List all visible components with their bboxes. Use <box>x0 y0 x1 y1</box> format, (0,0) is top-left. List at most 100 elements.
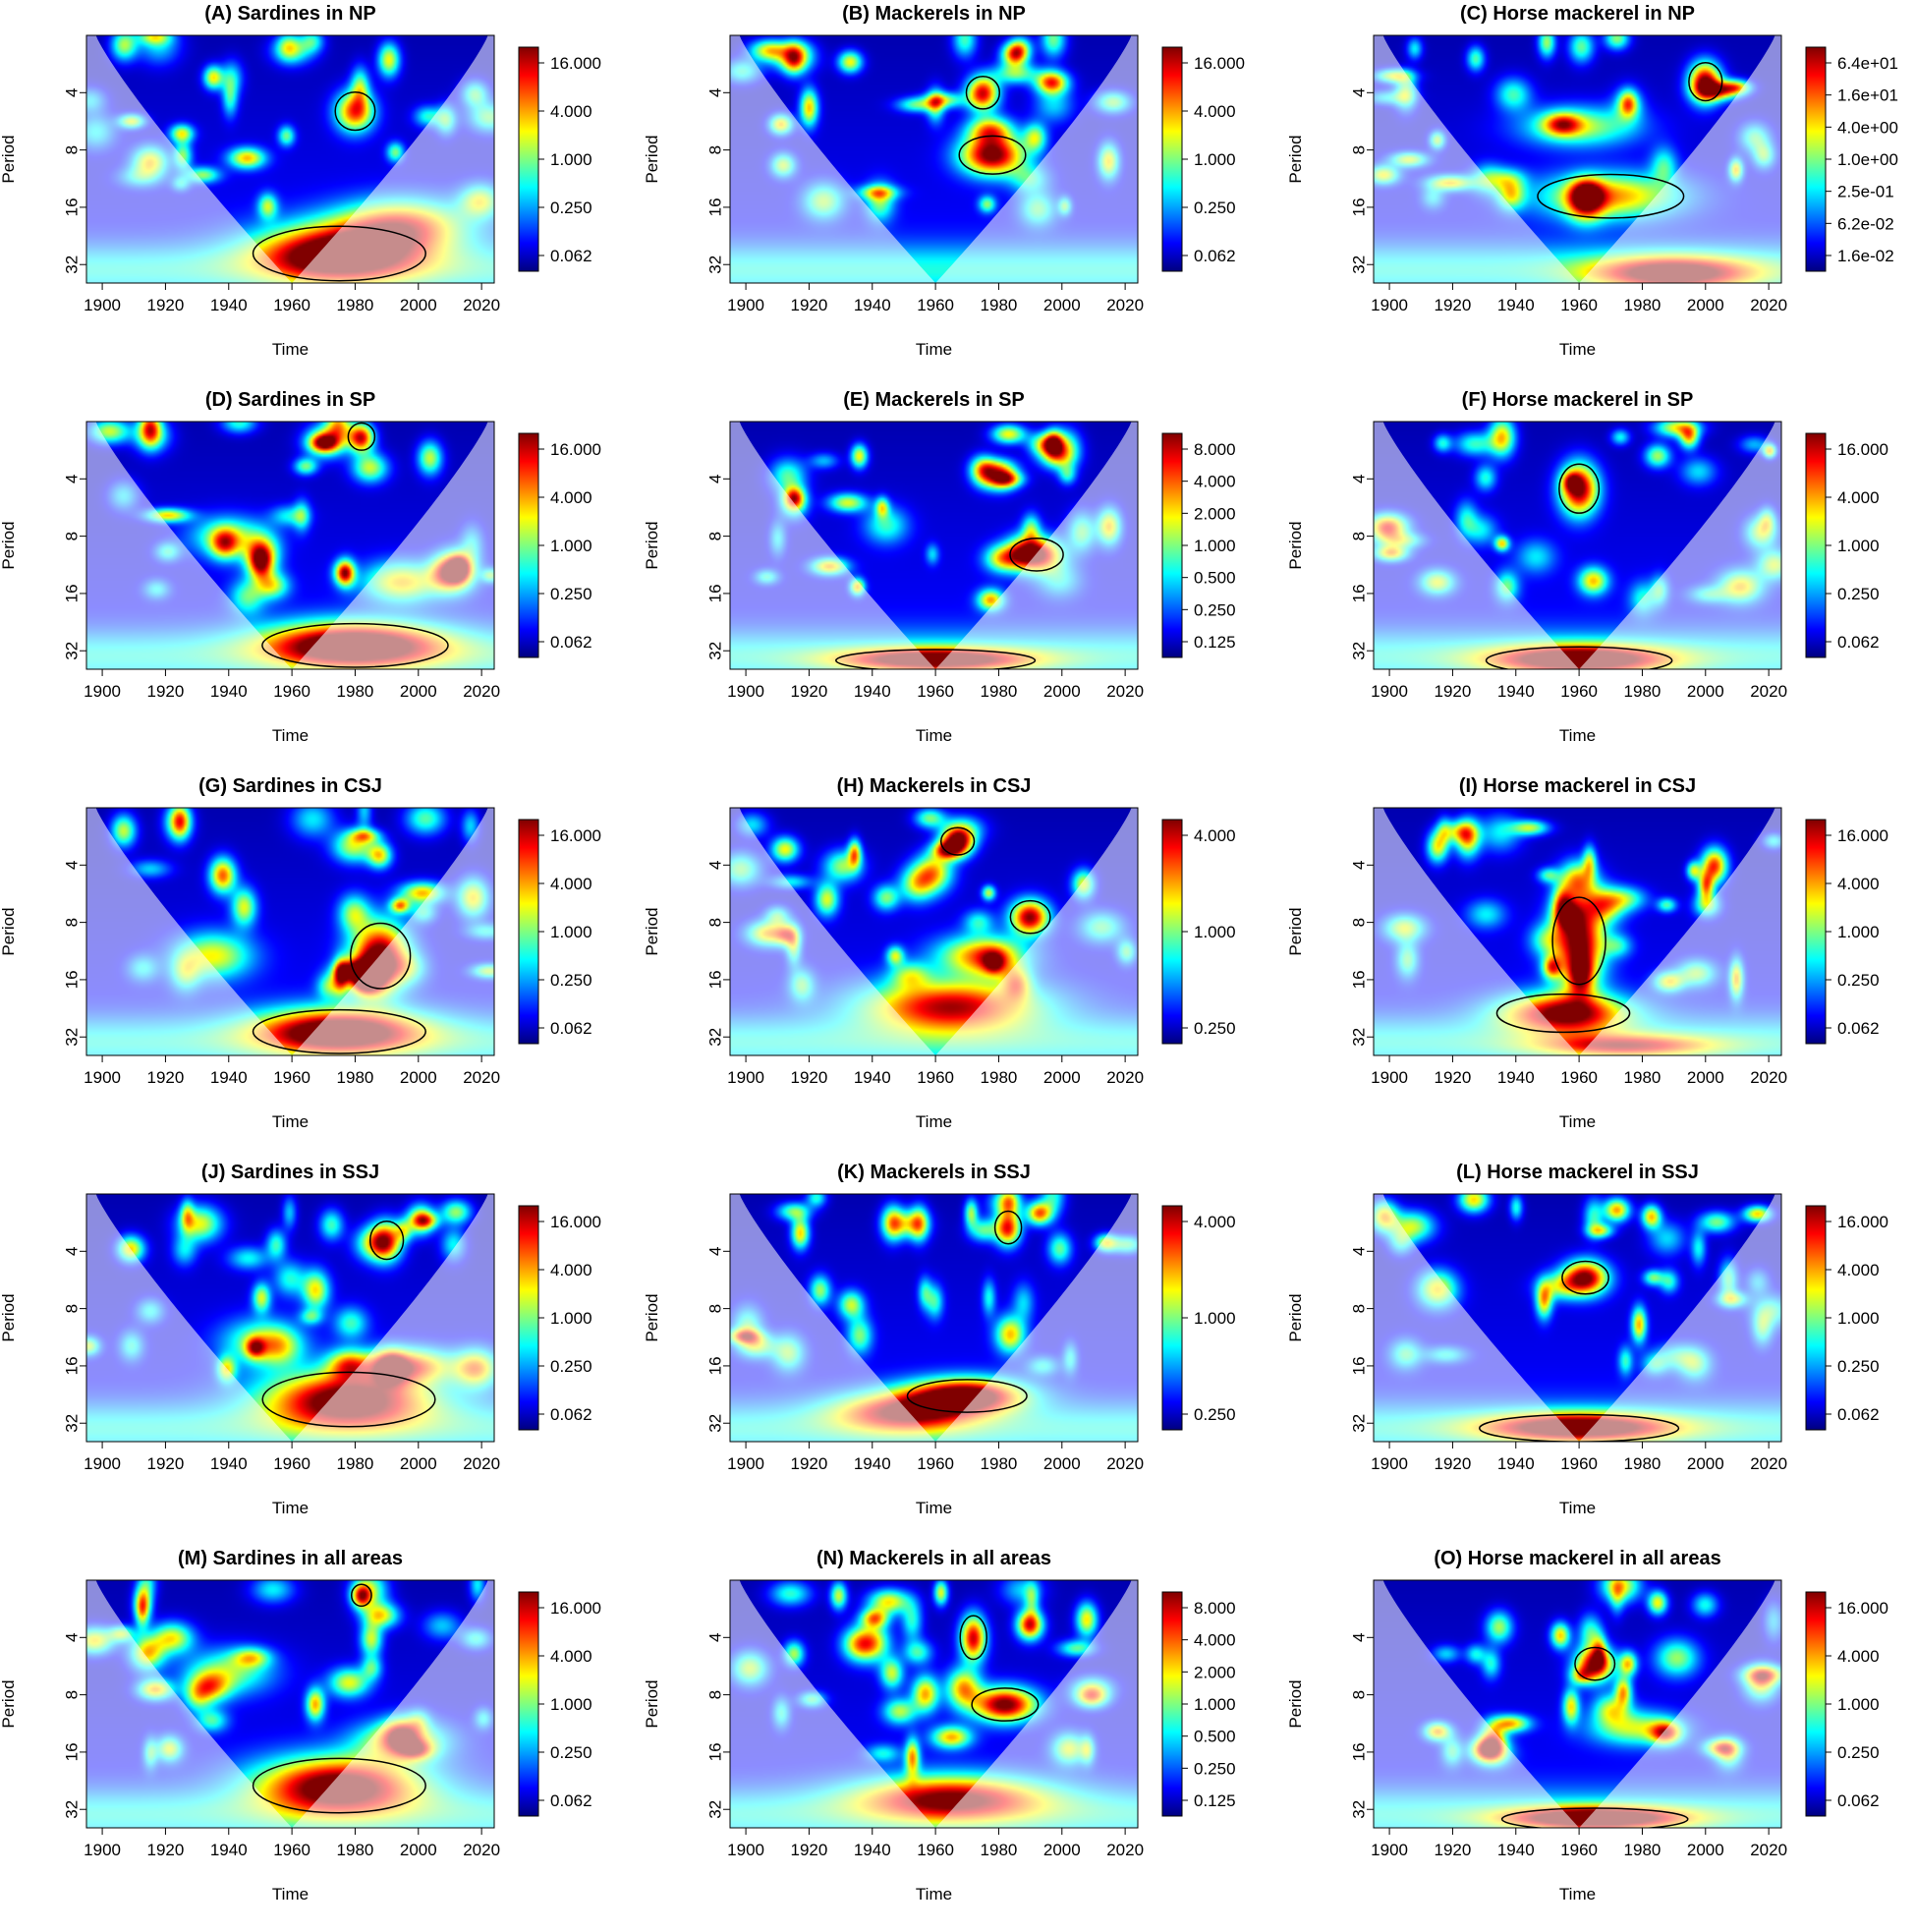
x-tick-label: 1960 <box>1560 1454 1598 1473</box>
legend-tick-label: 4.000 <box>550 1647 592 1666</box>
x-tick-label: 1960 <box>917 682 954 701</box>
legend-tick-label: 16.000 <box>1837 440 1888 459</box>
x-axis-label: Time <box>1559 1499 1596 1517</box>
cone-of-influence-right <box>292 422 494 669</box>
y-tick-label: 32 <box>1349 1028 1368 1047</box>
x-tick-label: 2000 <box>400 296 437 314</box>
x-tick-label: 1900 <box>727 1068 764 1087</box>
x-tick-label: 1980 <box>1624 296 1662 314</box>
x-tick-label: 2000 <box>1043 1841 1081 1859</box>
legend-tick-label: 4.000 <box>1194 1213 1236 1231</box>
legend-tick-label: 0.250 <box>1837 1357 1880 1376</box>
legend-colorbar <box>518 819 539 1045</box>
y-tick-label: 32 <box>705 642 724 660</box>
significance-contour <box>1574 1646 1616 1681</box>
y-tick-label: 4 <box>705 1247 724 1256</box>
panel-J: (J) Sardines in SSJ 1900 1920 1940 1960 1980 2… <box>0 1162 601 1517</box>
x-tick-label: 2000 <box>1687 296 1724 314</box>
significance-contour <box>1551 896 1606 986</box>
x-tick-label: 1940 <box>1497 682 1535 701</box>
panel-title: (E) Mackerels in SP <box>843 389 1025 411</box>
legend-tick-label: 0.062 <box>1194 247 1236 265</box>
x-axis-label: Time <box>916 1499 952 1517</box>
cone-of-influence-right <box>935 1580 1138 1828</box>
legend-tick-label: 0.250 <box>1837 971 1880 990</box>
x-tick-label: 2020 <box>463 1841 500 1859</box>
x-tick-label: 2020 <box>1750 682 1787 701</box>
panel-title: (K) Mackerels in SSJ <box>837 1162 1031 1183</box>
x-tick-label: 1940 <box>1497 296 1535 314</box>
x-tick-label: 2000 <box>400 1068 437 1087</box>
legend-tick-label: 4.000 <box>1837 875 1880 893</box>
legend-tick-label: 1.000 <box>1837 537 1880 555</box>
plot-frame <box>1373 421 1782 670</box>
legend-colorbar <box>518 1205 539 1431</box>
legend-tick-label: 4.000 <box>550 102 592 121</box>
x-tick-label: 1920 <box>1435 1841 1472 1859</box>
panel-G: (G) Sardines in CSJ 1900 1920 1940 1960 1980 2… <box>0 775 601 1131</box>
legend-tick-label: 1.000 <box>1837 1695 1880 1714</box>
y-tick-label: 4 <box>62 861 81 870</box>
legend-colorbar <box>518 46 539 272</box>
y-axis-label: Period <box>0 1293 18 1341</box>
x-tick-label: 1940 <box>854 1454 891 1473</box>
y-tick-label: 4 <box>1349 475 1368 483</box>
x-axis-label: Time <box>916 1885 952 1904</box>
legend-tick-label: 4.000 <box>1194 826 1236 845</box>
y-axis-label: Period <box>644 907 661 955</box>
y-tick-label: 8 <box>705 145 724 154</box>
significance-contour <box>906 1379 1028 1413</box>
legend-colorbar <box>1805 1591 1827 1817</box>
legend-tick-label: 0.062 <box>1837 1019 1880 1038</box>
x-tick-label: 2020 <box>1750 1454 1787 1473</box>
y-tick-label: 16 <box>705 970 724 989</box>
x-tick-label: 1980 <box>1624 1454 1662 1473</box>
x-tick-label: 1980 <box>1624 1841 1662 1859</box>
x-tick-label: 1900 <box>1371 1454 1408 1473</box>
cone-of-influence-right <box>292 808 494 1055</box>
y-tick-label: 32 <box>1349 256 1368 274</box>
panel-title: (M) Sardines in all areas <box>178 1548 403 1569</box>
panel-title: (D) Sardines in SP <box>205 389 375 411</box>
y-tick-label: 16 <box>1349 584 1368 602</box>
x-tick-label: 1900 <box>727 1454 764 1473</box>
significance-contour <box>252 225 426 282</box>
legend-colorbar <box>1805 819 1827 1045</box>
y-tick-label: 16 <box>62 1742 81 1761</box>
x-tick-label: 1900 <box>84 1454 121 1473</box>
significance-contour <box>1558 463 1601 514</box>
x-tick-label: 1920 <box>1435 1454 1472 1473</box>
panel-K: (K) Mackerels in SSJ 1900 1920 1940 1960 1980… <box>644 1162 1236 1517</box>
x-tick-label: 1920 <box>147 682 185 701</box>
x-tick-label: 1940 <box>1497 1454 1535 1473</box>
cone-of-influence-right <box>1579 422 1781 669</box>
y-tick-label: 32 <box>62 1414 81 1433</box>
x-tick-label: 1900 <box>1371 296 1408 314</box>
y-axis-label: Period <box>1287 135 1305 183</box>
legend-tick-label: 16.000 <box>1837 1599 1888 1618</box>
legend-tick-label: 4.000 <box>1194 1631 1236 1650</box>
x-tick-label: 1960 <box>917 1068 954 1087</box>
y-axis-label: Period <box>1287 1293 1305 1341</box>
x-tick-label: 1920 <box>147 1841 185 1859</box>
cone-of-influence-right <box>935 422 1138 669</box>
cone-of-influence-left <box>1374 1194 1580 1442</box>
y-tick-label: 8 <box>62 145 81 154</box>
x-tick-label: 2000 <box>1687 1841 1724 1859</box>
x-tick-label: 1920 <box>147 1454 185 1473</box>
legend-tick-label: 0.500 <box>1194 1728 1236 1746</box>
y-tick-label: 16 <box>62 198 81 216</box>
legend-tick-label: 16.000 <box>1194 54 1245 73</box>
legend-tick-label: 1.000 <box>1194 537 1236 555</box>
cone-of-influence-right <box>1579 808 1781 1055</box>
y-tick-label: 4 <box>705 1633 724 1642</box>
legend-tick-label: 16.000 <box>550 826 601 845</box>
panel-title: (I) Horse mackerel in CSJ <box>1459 775 1696 797</box>
x-tick-label: 1980 <box>981 1841 1018 1859</box>
y-tick-label: 8 <box>705 1690 724 1699</box>
legend-tick-label: 2.5e-01 <box>1837 183 1894 201</box>
legend-tick-label: 16.000 <box>550 1213 601 1231</box>
significance-contour <box>252 1008 426 1054</box>
x-tick-label: 2020 <box>463 1068 500 1087</box>
cone-of-influence-right <box>1579 1194 1781 1442</box>
